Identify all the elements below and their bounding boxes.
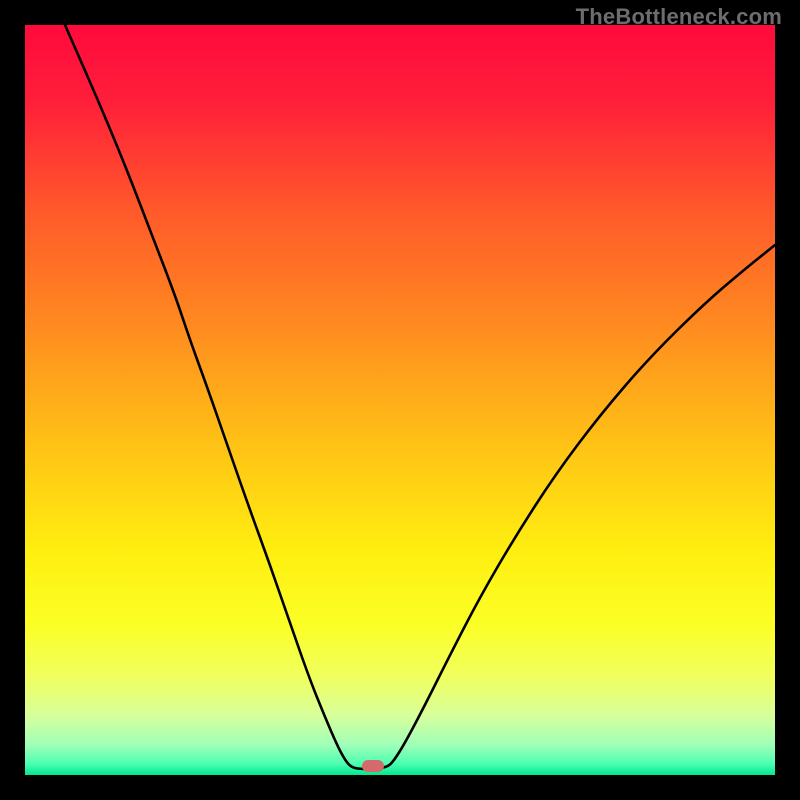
bottleneck-curve: [25, 25, 775, 775]
plot-area: [25, 25, 775, 775]
chart-frame: TheBottleneck.com: [0, 0, 800, 800]
optimal-point-marker: [362, 760, 384, 772]
